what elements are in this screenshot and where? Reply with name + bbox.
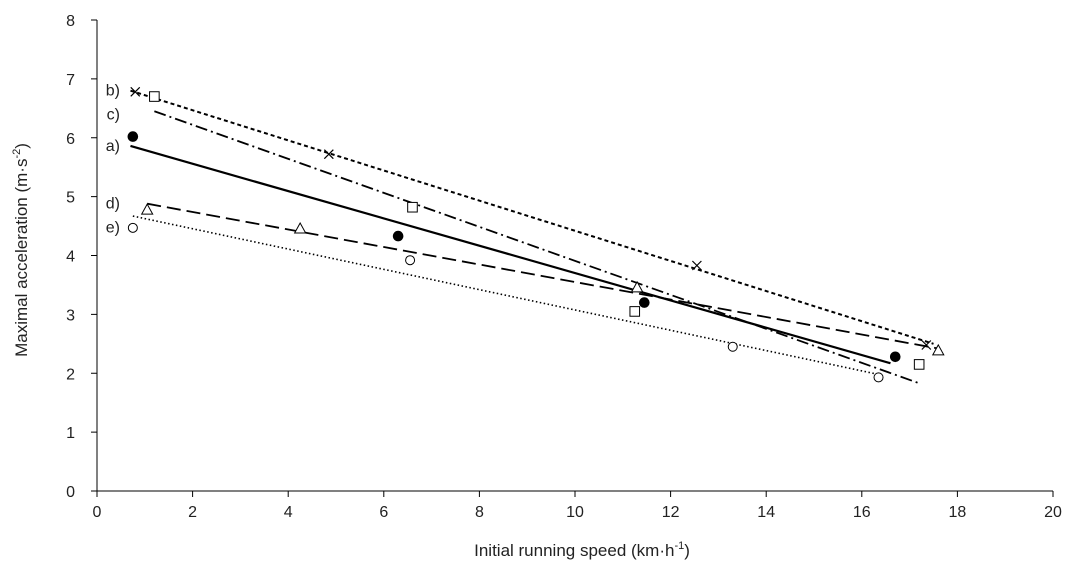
x-tick-label: 6 (379, 504, 388, 521)
y-tick-label: 8 (66, 13, 75, 30)
data-point-4 (293, 221, 307, 234)
fit-line-5 (132, 215, 879, 376)
data-point-4 (931, 343, 945, 356)
data-point-3 (149, 91, 160, 102)
x-tick-label: 12 (662, 504, 680, 521)
x-tick-label: 10 (566, 504, 584, 521)
x-tick-label: 0 (93, 504, 102, 521)
y-tick-label: 4 (66, 249, 75, 266)
fit-line-2 (130, 89, 934, 345)
x-tick-label: 18 (949, 504, 967, 521)
data-point-5 (727, 341, 738, 352)
y-tick-label: 6 (66, 131, 75, 148)
data-point-5 (873, 372, 884, 383)
x-tick-label: 14 (757, 504, 775, 521)
data-point-2 (130, 86, 141, 97)
series-labels: a) b) c) d) e) (106, 83, 120, 237)
x-tick-label: 8 (475, 504, 484, 521)
series-label-5: e) (106, 220, 120, 237)
fit-line-1 (130, 144, 891, 365)
x-tick-label: 2 (188, 504, 197, 521)
x-tick-label: 16 (853, 504, 871, 521)
data-point-1 (127, 131, 139, 142)
data-point-1 (889, 351, 901, 363)
data-point-3 (913, 359, 925, 370)
data-point-5 (405, 255, 416, 266)
series-label-3: c) (107, 107, 120, 124)
data-point-1 (639, 297, 650, 308)
data-point-2 (921, 340, 932, 350)
data-point-2 (323, 149, 334, 160)
fit-line-4 (147, 202, 939, 350)
y-tick-label: 1 (66, 425, 75, 442)
fit-line-3 (154, 110, 920, 385)
y-tick-label: 2 (66, 366, 75, 383)
x-tick-label: 4 (284, 504, 293, 521)
data-point-5 (127, 222, 138, 233)
series-label-2: b) (106, 83, 120, 100)
data-point-4 (140, 203, 154, 215)
data-point-3 (629, 306, 641, 317)
series-label-1: a) (106, 138, 120, 155)
y-tick-label: 5 (66, 190, 75, 207)
series-label-4: d) (106, 196, 120, 213)
fit-lines (130, 89, 939, 385)
x-tick-label: 20 (1044, 504, 1062, 521)
y-tick-label: 7 (66, 72, 75, 89)
data-point-1 (392, 230, 404, 242)
data-point-3 (407, 201, 418, 213)
y-tick-label: 0 (66, 484, 75, 501)
x-axis-title: Initial running speed (km·h-1) (474, 540, 690, 560)
y-tick-label: 3 (66, 307, 75, 324)
data-point-2 (691, 260, 702, 271)
y-axis-title: Maximal acceleration (m·s-2) (11, 143, 31, 357)
data-point-4 (630, 280, 644, 293)
data-markers (127, 86, 945, 383)
